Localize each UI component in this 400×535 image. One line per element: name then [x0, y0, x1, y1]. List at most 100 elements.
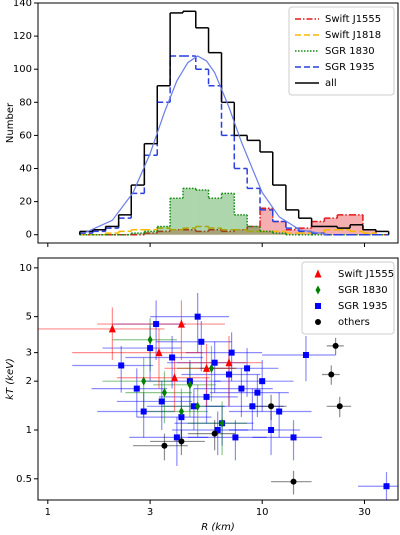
marker [190, 403, 197, 410]
marker [290, 478, 297, 485]
bin-fill [221, 231, 235, 235]
marker [147, 335, 153, 345]
marker [147, 345, 154, 352]
marker [259, 378, 266, 385]
legend-label: Swift J1555 [325, 14, 381, 25]
legend-label: SGR 1935 [325, 62, 375, 73]
marker [158, 398, 165, 405]
marker [155, 348, 163, 357]
bin-fill [208, 229, 222, 235]
marker [315, 319, 321, 325]
marker [195, 401, 201, 411]
marker [228, 349, 235, 356]
legend-label: SGR 1830 [325, 46, 375, 57]
bin-fill [260, 231, 273, 235]
bin-fill [157, 226, 171, 235]
axes-frame [37, 2, 399, 244]
bin-fill [298, 228, 312, 235]
bin-fill [221, 193, 235, 235]
bin-fill [247, 226, 261, 235]
y-tick-label: 2 [26, 376, 32, 387]
legend-box [288, 6, 395, 96]
marker [173, 434, 180, 441]
marker [276, 408, 283, 415]
y-tick-label: 140 [13, 0, 32, 9]
bin-fill [208, 198, 222, 235]
x-tick-label: 10 [256, 507, 269, 518]
bin-fill [285, 229, 299, 235]
bin-fill [170, 198, 183, 235]
axes-frame [37, 257, 399, 501]
marker [211, 430, 218, 437]
marker [178, 438, 185, 445]
y-tick-label: 1 [26, 425, 32, 436]
y-tick-label: 80 [19, 97, 32, 108]
marker [198, 338, 205, 345]
bin-fill [144, 231, 158, 235]
marker [238, 385, 245, 392]
marker [290, 434, 297, 441]
bin-fill [337, 214, 351, 235]
y-tick-label: 0 [26, 230, 32, 241]
marker [332, 342, 339, 349]
bin-fill [182, 188, 196, 235]
legend-label: Swift J1818 [325, 30, 381, 41]
marker [203, 363, 211, 372]
marker [268, 403, 275, 410]
bin-fill [182, 229, 196, 235]
y-tick-label: 5 [26, 312, 32, 323]
y-tick-label: 3 [26, 348, 32, 359]
marker [302, 352, 309, 359]
y-tick-label: 40 [19, 164, 32, 175]
bin-fill [157, 231, 171, 235]
marker [177, 319, 185, 328]
marker [133, 385, 140, 392]
marker [169, 354, 176, 361]
y-tick-label: 60 [19, 130, 32, 141]
legend-box [301, 261, 395, 335]
marker [249, 403, 256, 410]
marker [171, 373, 179, 382]
legend-label: SGR 1830 [338, 285, 388, 296]
legend-label: all [325, 78, 337, 89]
fit-curve [85, 55, 327, 235]
marker [268, 426, 275, 433]
bin-fill [234, 229, 248, 235]
marker [161, 388, 167, 398]
marker [314, 269, 322, 278]
bin-fill [362, 229, 376, 235]
x-axis-label: R (km) [201, 522, 234, 533]
marker [315, 285, 321, 295]
marker [194, 313, 201, 320]
x-tick-label: 3 [147, 507, 153, 518]
bin-fill [311, 221, 325, 235]
marker [203, 393, 210, 400]
y-tick-label: 100 [13, 64, 32, 75]
plot-area [38, 292, 398, 500]
marker [153, 321, 160, 328]
marker [232, 434, 239, 441]
legend-label: Swift J1555 [338, 269, 394, 280]
marker [225, 371, 232, 378]
bin-fill [195, 231, 209, 235]
bin-fill [170, 229, 183, 235]
marker [336, 403, 343, 410]
marker [214, 426, 221, 433]
legend-label: SGR 1935 [338, 301, 388, 312]
marker [219, 418, 225, 428]
y-tick-label: 10 [19, 263, 32, 274]
y-tick-label: 120 [13, 31, 32, 42]
marker [108, 324, 116, 333]
y-tick-label: 0.5 [16, 474, 32, 485]
x-tick-label: 1 [45, 507, 51, 518]
bin-fill [195, 190, 209, 235]
marker [141, 376, 147, 386]
bin-fill [144, 233, 158, 235]
marker [118, 362, 125, 369]
bin-fill [131, 233, 145, 235]
marker [225, 358, 233, 367]
plot-area [79, 10, 390, 236]
marker [383, 483, 390, 490]
x-tick-label: 30 [358, 507, 371, 518]
